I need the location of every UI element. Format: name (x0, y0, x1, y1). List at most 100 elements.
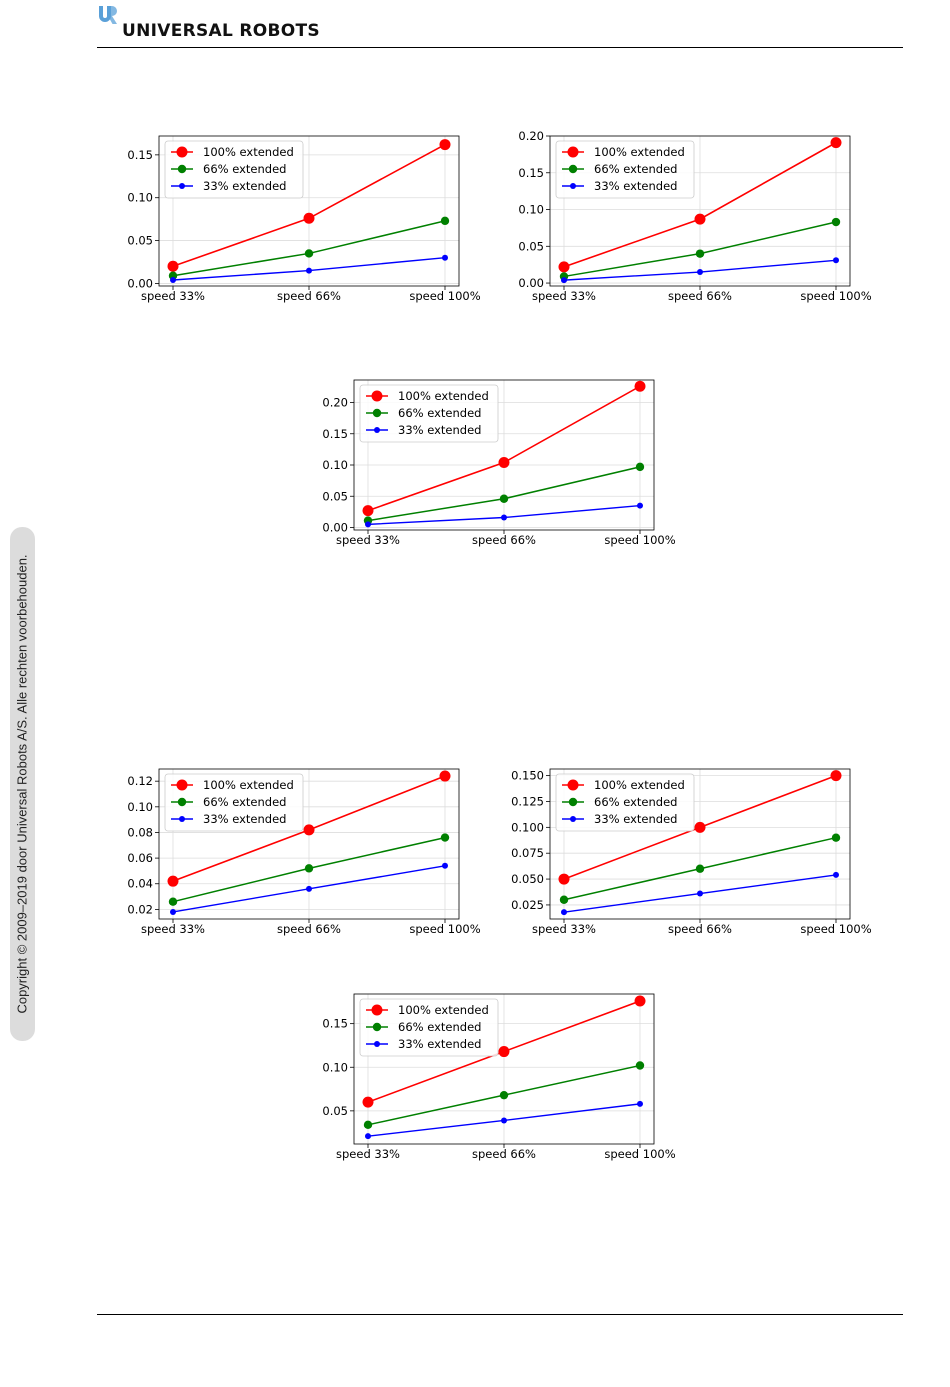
y-tick-label: 0.075 (511, 846, 544, 860)
data-point (439, 770, 451, 782)
y-tick-label: 0.02 (127, 902, 153, 916)
chart-3: 0.00 0.05 0.10 0.15 0.20 speed 33% speed 66% sp… (322, 379, 676, 547)
legend-marker (176, 146, 188, 158)
y-tick-label: 0.05 (518, 239, 544, 253)
legend-label: 33% extended (398, 1037, 481, 1051)
data-point (167, 260, 179, 272)
legend-label: 66% extended (203, 795, 286, 809)
legend-marker (372, 408, 382, 418)
legend-label: 33% extended (203, 812, 286, 826)
y-tick-label: 0.150 (511, 769, 544, 783)
data-point (697, 269, 703, 276)
legend-box (555, 140, 695, 199)
x-tick-label: speed 66% (472, 533, 536, 547)
legend-marker (374, 1041, 380, 1047)
x-tick-label: speed 66% (277, 289, 341, 303)
x-tick-label: speed 100% (409, 922, 480, 936)
data-point (561, 277, 567, 284)
copyright-notice: Copyright © 2009–2019 door Universal Rob… (10, 527, 35, 1041)
plot-frame (549, 768, 851, 920)
x-tick-label: speed 100% (604, 1147, 675, 1161)
series-2 (365, 1100, 643, 1140)
y-tick-label: 0.15 (322, 1017, 348, 1031)
ur-logo-icon (99, 6, 117, 24)
series-2 (170, 862, 448, 915)
data-point (442, 254, 448, 261)
legend-label: 66% extended (594, 795, 677, 809)
data-point (695, 864, 705, 873)
data-point (501, 1117, 507, 1124)
y-tick-label: 0.08 (127, 825, 153, 839)
data-point (695, 249, 705, 258)
legend-label: 100% extended (398, 389, 489, 403)
plot-frame (158, 135, 460, 287)
plot-frame (549, 135, 851, 287)
legend-label: 100% extended (203, 145, 294, 159)
legend: 100% extended 66% extended 33% extended (555, 773, 695, 832)
legend-label: 100% extended (594, 145, 685, 159)
series-1 (363, 1061, 645, 1130)
series-0 (362, 995, 646, 1108)
data-point (306, 885, 312, 892)
legend-box (164, 773, 304, 832)
legend-label: 33% extended (594, 179, 677, 193)
data-point (561, 909, 567, 916)
data-point (830, 770, 842, 782)
y-tick-label: 0.050 (511, 872, 544, 886)
data-point (501, 514, 507, 521)
legend-marker (570, 816, 576, 822)
data-point (694, 821, 706, 833)
legend-label: 66% extended (398, 1020, 481, 1034)
x-tick-label: speed 100% (800, 289, 871, 303)
series-2 (170, 254, 448, 283)
series-2 (561, 257, 839, 284)
y-tick-label: 0.125 (511, 794, 544, 808)
legend-box (164, 140, 304, 199)
legend-marker (177, 797, 187, 807)
data-point (498, 1046, 510, 1058)
x-tick-label: speed 33% (336, 1147, 400, 1161)
series-1 (168, 216, 450, 280)
y-tick-label: 0.10 (322, 1060, 348, 1074)
data-point (440, 216, 450, 226)
series-0 (167, 139, 451, 272)
data-point (697, 890, 703, 897)
data-point (498, 457, 510, 468)
data-point (634, 995, 646, 1007)
page-header: UNIVERSAL ROBOTS (97, 0, 903, 48)
legend-marker (568, 164, 578, 174)
series-1 (168, 833, 450, 906)
x-tick-label: speed 33% (532, 289, 596, 303)
series-2 (365, 502, 643, 528)
legend-marker (371, 1004, 383, 1016)
legend-marker (371, 390, 383, 402)
legend-marker (179, 816, 185, 822)
y-tick-label: 0.10 (127, 800, 153, 814)
data-point (303, 212, 315, 224)
series-0 (362, 380, 646, 517)
y-tick-label: 0.05 (322, 489, 348, 503)
data-point (635, 1061, 645, 1070)
series-2 (561, 871, 839, 916)
legend: 100% extended 66% extended 33% extended (555, 140, 695, 199)
footer-divider (97, 1314, 903, 1315)
series-0 (167, 770, 451, 887)
brand-name: UNIVERSAL ROBOTS (122, 21, 320, 41)
data-point (499, 1090, 509, 1100)
y-tick-label: 0.10 (127, 191, 153, 205)
data-point (170, 277, 176, 283)
plot-frame (353, 993, 655, 1145)
data-point (558, 261, 570, 273)
data-point (831, 833, 841, 842)
x-tick-label: speed 33% (141, 289, 205, 303)
legend-marker (374, 427, 380, 433)
data-point (635, 462, 645, 472)
legend-label: 100% extended (203, 778, 294, 792)
data-point (168, 897, 178, 906)
chart-5: 0.025 0.050 0.075 0.100 0.125 0.150 speed 33% s… (511, 768, 872, 936)
data-point (365, 521, 371, 528)
data-point (637, 1100, 643, 1107)
data-point (499, 494, 509, 503)
chart-2: 0.00 0.05 0.10 0.15 0.20 speed 33% speed 66% sp… (518, 129, 871, 303)
y-tick-label: 0.20 (518, 129, 544, 143)
